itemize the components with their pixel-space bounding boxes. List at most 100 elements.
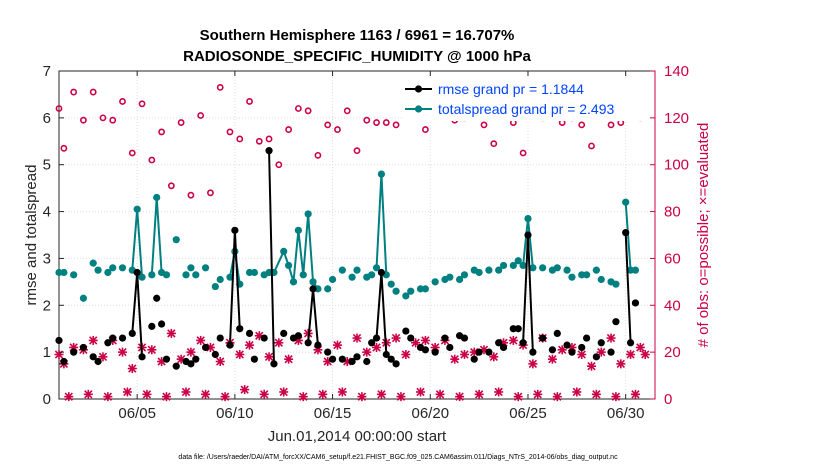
rmse-point — [387, 355, 395, 363]
obs-possible-marker — [236, 135, 244, 143]
rmse-point — [192, 355, 200, 363]
obs-evaluated-marker — [196, 335, 206, 345]
rmse-point — [104, 339, 112, 347]
spread-point — [524, 215, 532, 223]
rmse-point — [236, 325, 244, 333]
spread-point — [172, 236, 180, 244]
rmse-point — [612, 318, 620, 326]
rmse-point — [372, 334, 381, 342]
spread-point — [250, 268, 259, 277]
obs-evaluated-marker — [83, 389, 93, 399]
obs-possible-marker — [353, 147, 361, 155]
rmse-line — [624, 232, 632, 343]
axis-ticks: 06/05 06/10 06/15 06/20 06/25 06/30 0 1 2 3 4 5 6 7 0 2… — [43, 63, 689, 422]
obs-evaluated-marker — [640, 349, 650, 359]
spread-point — [509, 261, 517, 270]
spread-point — [89, 259, 97, 267]
spread-point — [60, 268, 68, 277]
spread-point — [421, 285, 429, 293]
obs-possible-marker — [607, 121, 615, 129]
legend-spread-label: totalspread grand pr = 2.493 — [438, 101, 615, 117]
rmse-point — [280, 329, 288, 337]
spread-point — [539, 264, 547, 272]
obs-possible-marker — [304, 107, 312, 115]
spread-point — [377, 170, 386, 178]
rmse-point — [187, 360, 195, 368]
spread-point — [280, 247, 288, 255]
legend-rmse-label: rmse grand pr = 1.1844 — [438, 81, 584, 97]
obs-evaluated-marker — [606, 333, 616, 343]
spread-point — [187, 264, 195, 272]
rmse-point — [563, 341, 571, 349]
legend-box — [402, 78, 650, 121]
spread-point — [304, 210, 312, 218]
rmse-point — [548, 346, 557, 354]
spread-point — [631, 266, 640, 274]
x-tick-label: 06/25 — [509, 405, 547, 422]
obs-possible-marker — [226, 128, 234, 136]
spread-point — [460, 271, 469, 279]
obs-evaluated-marker — [416, 387, 426, 397]
y-right-tick-label: 100 — [664, 157, 689, 174]
rmse-point — [128, 329, 136, 337]
spread-point — [372, 264, 381, 272]
obs-evaluated-marker — [508, 335, 518, 345]
obs-possible-marker — [158, 128, 165, 136]
y-right-tick-label: 20 — [664, 344, 681, 361]
spread-line — [624, 202, 632, 271]
obs-possible-marker — [216, 84, 224, 91]
rmse-point — [79, 343, 88, 352]
rmse-point — [172, 362, 180, 370]
rmse-point — [216, 334, 224, 342]
obs-evaluated-marker — [547, 354, 557, 364]
spread-point — [597, 275, 605, 284]
spread-point — [514, 257, 522, 265]
rmse-point — [94, 357, 102, 366]
rmse-point — [245, 329, 254, 337]
obs-evaluated-marker — [245, 340, 255, 350]
y-axis-label: rmse and totalspread — [23, 165, 40, 306]
obs-possible-marker — [177, 119, 185, 126]
rmse-point — [162, 355, 171, 363]
obs-evaluated-marker — [616, 359, 626, 369]
spread-point — [519, 261, 527, 270]
obs-possible-marker — [167, 182, 175, 190]
spread-point — [192, 271, 200, 279]
rmse-point — [382, 350, 390, 359]
obs-evaluated-marker — [474, 389, 484, 399]
spread-point — [289, 278, 298, 286]
obs-possible-marker — [490, 140, 498, 148]
spread-point — [392, 287, 400, 295]
obs-evaluated-marker — [572, 387, 582, 397]
rmse-point — [211, 350, 219, 359]
chart-subtitle: RADIOSONDE_SPECIFIC_HUMIDITY @ 1000 hPa — [183, 48, 531, 65]
obs-evaluated-marker — [494, 387, 504, 397]
obs-possible-marker — [480, 121, 488, 129]
spread-point — [348, 273, 356, 281]
obs-evaluated-marker — [528, 359, 538, 369]
rmse-point — [368, 339, 376, 347]
obs-possible-marker — [314, 151, 322, 159]
spread-point — [446, 273, 454, 281]
rmse-point — [309, 285, 317, 293]
spread-point — [387, 280, 395, 288]
obs-possible-marker — [324, 121, 332, 129]
obs-evaluated-marker — [181, 387, 191, 397]
rmse-point — [55, 336, 63, 345]
legend-rmse-marker — [414, 85, 423, 93]
rmse-point — [524, 231, 532, 239]
rmse-point — [304, 339, 312, 347]
obs-evaluated-marker — [298, 392, 308, 402]
rmse-point — [441, 334, 449, 342]
y-right-tick-label: 120 — [664, 110, 689, 127]
obs-evaluated-marker — [54, 349, 64, 359]
obs-evaluated-marker — [240, 385, 250, 395]
rmse-point — [622, 229, 630, 237]
spread-point — [70, 271, 78, 279]
obs-evaluated-marker — [626, 349, 636, 359]
spread-point — [211, 282, 219, 291]
obs-evaluated-marker — [455, 392, 465, 402]
spread-point — [94, 266, 102, 274]
obs-evaluated-marker — [357, 392, 367, 402]
rmse-point — [499, 343, 508, 352]
